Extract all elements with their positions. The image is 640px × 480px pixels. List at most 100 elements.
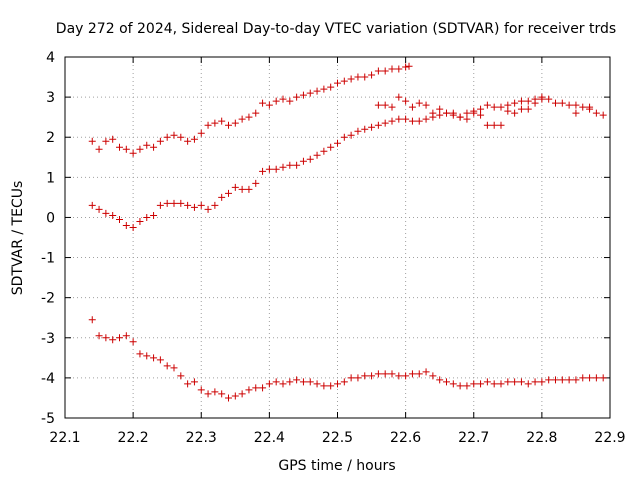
data-point [116, 143, 123, 151]
data-point [231, 392, 239, 400]
data-point [599, 374, 607, 382]
data-point [408, 117, 416, 125]
data-point [422, 101, 430, 109]
data-point [579, 103, 587, 111]
data-point [381, 119, 389, 127]
data-point [306, 155, 314, 163]
data-point [572, 376, 580, 384]
data-point [483, 378, 491, 386]
data-point [218, 117, 226, 125]
chart-title: Day 272 of 2024, Sidereal Day-to-day VTE… [56, 21, 616, 37]
data-point [490, 380, 498, 388]
data-point [327, 83, 335, 91]
data-point [538, 378, 546, 386]
data-point [190, 135, 198, 143]
data-point [170, 199, 178, 207]
data-point [225, 189, 232, 197]
data-point [238, 115, 246, 123]
data-point [197, 386, 205, 394]
data-point [327, 143, 335, 151]
data-point [136, 350, 144, 358]
data-point [388, 103, 396, 111]
data-point [129, 338, 137, 346]
data-point [497, 121, 505, 129]
data-point [586, 103, 594, 111]
data-point [361, 372, 369, 380]
data-point [190, 203, 198, 211]
data-point [299, 91, 307, 99]
data-point [490, 121, 498, 129]
data-point [231, 183, 239, 191]
data-point [456, 113, 464, 121]
data-point [259, 99, 267, 107]
data-point [320, 382, 328, 390]
data-point [436, 105, 444, 113]
data-point [150, 211, 158, 219]
y-tick-label: 0 [46, 210, 55, 226]
data-point [511, 378, 519, 386]
data-point [504, 101, 512, 109]
data-point [449, 380, 457, 388]
data-point [422, 115, 430, 123]
data-point [361, 125, 369, 133]
data-point [429, 109, 437, 117]
data-point [354, 127, 362, 135]
data-point [599, 111, 607, 119]
data-point [109, 336, 117, 344]
y-tick-label: 3 [46, 90, 55, 106]
data-point [313, 151, 321, 159]
data-point [524, 105, 532, 113]
data-point [225, 394, 232, 402]
data-point [204, 205, 212, 213]
x-tick-label: 22.9 [594, 430, 625, 446]
data-point [504, 378, 512, 386]
data-point [259, 167, 267, 175]
data-point [579, 374, 587, 382]
data-point [477, 111, 485, 119]
data-point [197, 129, 205, 137]
data-point [170, 364, 178, 372]
data-point [463, 382, 471, 390]
data-point [381, 101, 389, 109]
data-point [95, 205, 103, 213]
data-point [211, 201, 219, 209]
data-point [320, 85, 328, 93]
data-point [340, 133, 348, 141]
data-point [259, 384, 267, 392]
data-point [395, 65, 403, 73]
axis-ticks: 22.1 22.2 22.3 22.4 22.5 22.6 22.7 22.8 22.9 -5 -4… [41, 50, 626, 446]
data-point [211, 119, 219, 127]
data-point [334, 79, 341, 87]
data-point [102, 209, 110, 217]
data-point [470, 380, 478, 388]
data-point [477, 105, 485, 113]
y-tick-label: 1 [46, 170, 55, 186]
y-tick-label: -3 [41, 331, 55, 347]
data-point [102, 334, 110, 342]
data-point [313, 380, 321, 388]
data-point [88, 316, 96, 324]
data-point [517, 97, 525, 105]
data-point [592, 109, 600, 117]
data-point [361, 73, 369, 81]
data-point [368, 372, 376, 380]
data-point [265, 101, 273, 109]
x-tick-label: 22.5 [322, 430, 353, 446]
data-point [279, 95, 287, 103]
grid [65, 57, 610, 418]
data-point [122, 221, 130, 229]
data-point [122, 332, 130, 340]
data-point [340, 378, 348, 386]
data-point [449, 109, 457, 117]
x-tick-label: 22.6 [390, 430, 421, 446]
x-tick-label: 22.3 [186, 430, 217, 446]
data-point [238, 390, 246, 398]
data-point [395, 372, 403, 380]
data-point [150, 143, 158, 151]
data-point [436, 376, 444, 384]
data-point [293, 161, 301, 169]
data-point [116, 215, 123, 223]
data-point [511, 109, 519, 117]
data-point [483, 121, 491, 129]
